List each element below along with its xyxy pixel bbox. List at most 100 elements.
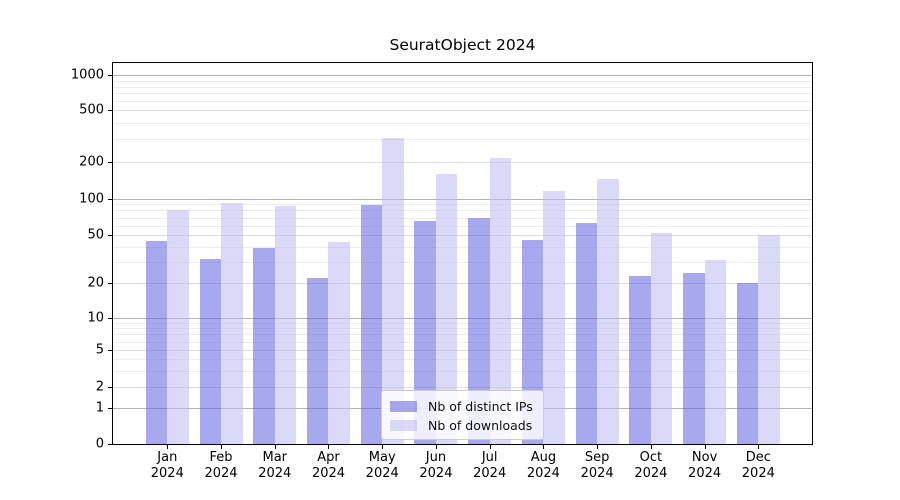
- legend-item-downloads: Nb of downloads: [390, 417, 535, 434]
- bar-downloads-mar: [274, 206, 297, 444]
- y-tick-label: 1: [95, 400, 104, 416]
- bar-downloads-dec: [758, 235, 780, 444]
- x-tick-label-aug: Aug 2024: [526, 450, 560, 481]
- x-tick-mark: [274, 444, 276, 449]
- gridline-minor: [113, 139, 812, 141]
- y-tick-mark: [108, 161, 113, 163]
- bar-ips-oct: [629, 275, 651, 444]
- gridline-minor: [113, 101, 812, 103]
- y-tick-mark: [108, 444, 113, 445]
- y-tick-label: 1000: [70, 67, 104, 83]
- x-tick-mark: [167, 444, 169, 449]
- y-tick-label: 200: [79, 154, 104, 170]
- gridline-minor: [113, 204, 812, 206]
- gridline-major: [113, 161, 812, 163]
- legend-item-distinct-ips: Nb of distinct IPs: [390, 398, 535, 415]
- gridline-minor: [113, 86, 812, 88]
- x-tick-mark: [597, 444, 599, 449]
- gridline-minor: [113, 322, 812, 324]
- gridline-minor: [113, 210, 812, 212]
- x-tick-mark: [489, 444, 491, 449]
- bar-downloads-nov: [704, 260, 727, 444]
- gridline-minor: [113, 217, 812, 219]
- bar-ips-mar: [253, 248, 275, 444]
- gridline-major: [113, 235, 812, 237]
- x-tick-mark: [382, 444, 384, 449]
- bar-downloads-jan: [167, 210, 189, 444]
- gridline-major: [113, 110, 812, 112]
- bar-ips-sep: [575, 223, 598, 444]
- gridline-minor: [113, 334, 812, 336]
- gridline-minor: [113, 246, 812, 248]
- bar-downloads-feb: [221, 203, 243, 444]
- gridline-minor: [113, 370, 812, 372]
- bar-downloads-may: [382, 138, 404, 444]
- x-tick-label-nov: Nov 2024: [688, 450, 722, 481]
- legend: Nb of distinct IPs Nb of downloads: [381, 390, 544, 440]
- bar-ips-apr: [306, 278, 329, 444]
- legend-swatch-downloads: [390, 420, 417, 431]
- y-tick-mark: [108, 387, 113, 388]
- y-tick-mark: [108, 318, 113, 319]
- y-tick-mark: [108, 350, 113, 351]
- y-tick-mark: [108, 75, 113, 77]
- bar-downloads-jun: [435, 174, 458, 444]
- bar-ips-feb: [199, 258, 222, 444]
- bar-ips-jun: [414, 220, 436, 444]
- x-tick-label-sep: Sep 2024: [580, 450, 614, 481]
- y-tick-mark: [108, 282, 113, 284]
- gridline-minor: [113, 225, 812, 227]
- x-tick-mark: [704, 444, 706, 449]
- chart-title: SeuratObject 2024: [389, 36, 536, 54]
- x-tick-label-feb: Feb 2024: [204, 450, 238, 481]
- gridline-decade: [113, 75, 812, 77]
- gridline-major: [113, 350, 812, 351]
- gridline-minor: [113, 80, 812, 82]
- gridline-decade: [113, 318, 812, 319]
- gridline-minor: [113, 93, 812, 95]
- gridline-minor: [113, 328, 812, 330]
- bar-ips-jan: [145, 240, 168, 444]
- y-tick-mark: [108, 110, 113, 112]
- y-tick-mark: [108, 198, 113, 200]
- y-tick-label: 0: [95, 436, 104, 452]
- x-tick-label-mar: Mar 2024: [258, 450, 292, 481]
- x-tick-label-dec: Dec 2024: [741, 450, 775, 481]
- y-tick-label: 500: [79, 102, 104, 118]
- bar-downloads-oct: [650, 233, 673, 444]
- y-tick-label: 50: [87, 227, 104, 243]
- x-tick-mark: [435, 444, 437, 449]
- y-tick-label: 5: [95, 342, 104, 358]
- bar-downloads-apr: [328, 241, 350, 444]
- gridline-minor: [113, 341, 812, 343]
- y-tick-label: 100: [79, 191, 104, 207]
- bar-ips-jul: [468, 217, 490, 444]
- legend-label-downloads: Nb of downloads: [428, 418, 533, 433]
- x-tick-label-oct: Oct 2024: [634, 450, 668, 481]
- legend-label-distinct-ips: Nb of distinct IPs: [428, 399, 533, 414]
- y-tick-mark: [108, 407, 113, 409]
- gridline-minor: [113, 122, 812, 124]
- x-tick-label-apr: Apr 2024: [311, 450, 346, 481]
- bar-downloads-sep: [597, 179, 619, 444]
- x-tick-label-jul: Jul 2024: [473, 450, 507, 481]
- x-tick-mark: [328, 444, 330, 449]
- x-tick-label-jan: Jan 2024: [150, 450, 184, 481]
- bar-ips-dec: [736, 282, 759, 444]
- bar-downloads-aug: [543, 191, 565, 444]
- x-tick-mark: [221, 444, 223, 449]
- gridline-minor: [113, 261, 812, 263]
- y-tick-mark: [108, 235, 113, 237]
- bar-ips-may: [360, 204, 383, 444]
- gridline-major: [113, 387, 812, 388]
- x-tick-label-may: May 2024: [365, 450, 399, 481]
- x-tick-mark: [650, 444, 652, 449]
- x-tick-mark: [758, 444, 760, 449]
- gridline-minor: [113, 359, 812, 361]
- gridline-major: [113, 282, 812, 284]
- plot-area: 0 1 2 5 10 20 50 100 200 500 1000 Jan 2024 Feb 2024 Mar…: [71, 62, 813, 481]
- x-tick-label-jun: Jun 2024: [419, 450, 453, 481]
- x-tick-mark: [543, 444, 545, 449]
- legend-swatch-distinct-ips: [390, 401, 417, 412]
